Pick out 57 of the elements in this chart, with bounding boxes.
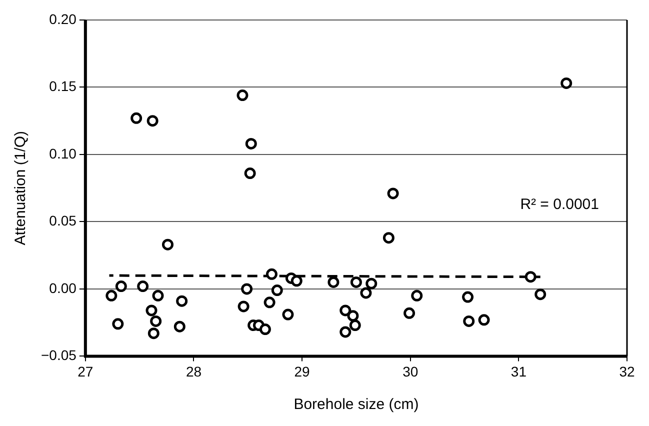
point [360, 287, 372, 299]
annotation: R² = 0.0001 [520, 196, 599, 214]
x-tick-label: 30 [402, 363, 418, 380]
point [524, 271, 536, 283]
point [106, 290, 118, 302]
point [259, 324, 271, 336]
point [162, 238, 174, 250]
y-tick-label: 0.00 [49, 280, 77, 296]
point [148, 328, 160, 340]
point [478, 314, 490, 326]
y-tick-label: 0.20 [49, 10, 77, 27]
point [266, 268, 278, 280]
y-axis-title: Attenuation (1/Q) [12, 130, 30, 246]
x-tick-label: 27 [78, 363, 94, 380]
point [241, 283, 253, 295]
point [366, 278, 378, 290]
point [347, 310, 359, 322]
point [236, 90, 248, 102]
x-tick-label: 32 [619, 363, 635, 380]
point [152, 290, 164, 302]
x-tick-label: 29 [294, 363, 310, 380]
point [150, 315, 162, 327]
point [174, 320, 186, 332]
point [130, 112, 142, 124]
point [349, 320, 361, 332]
point [264, 296, 276, 308]
x-axis-title: Borehole size (cm) [294, 396, 419, 414]
point [112, 318, 124, 330]
point [411, 290, 423, 302]
point [404, 307, 416, 319]
point [340, 304, 352, 316]
point [387, 188, 399, 200]
point [350, 276, 362, 288]
point [282, 308, 294, 320]
point [115, 280, 127, 292]
point [271, 284, 283, 296]
point [146, 304, 158, 316]
point [382, 232, 394, 244]
x-tick-label: 28 [186, 363, 202, 380]
x-tick-label: 31 [510, 363, 527, 380]
point [340, 326, 352, 338]
point [238, 300, 250, 312]
y-tick-label: 0.05 [49, 212, 77, 229]
y-tick-label: 0.15 [49, 78, 77, 94]
point [290, 275, 302, 287]
point [244, 168, 256, 180]
point [328, 276, 340, 288]
point [463, 315, 475, 327]
point [146, 115, 158, 127]
point [534, 288, 546, 300]
point [245, 138, 257, 150]
point [137, 280, 149, 292]
y-tick-label: −0.05 [40, 347, 77, 364]
point [462, 291, 474, 303]
y-tick-label: 0.10 [49, 145, 77, 162]
point [176, 295, 188, 307]
point [560, 77, 572, 89]
